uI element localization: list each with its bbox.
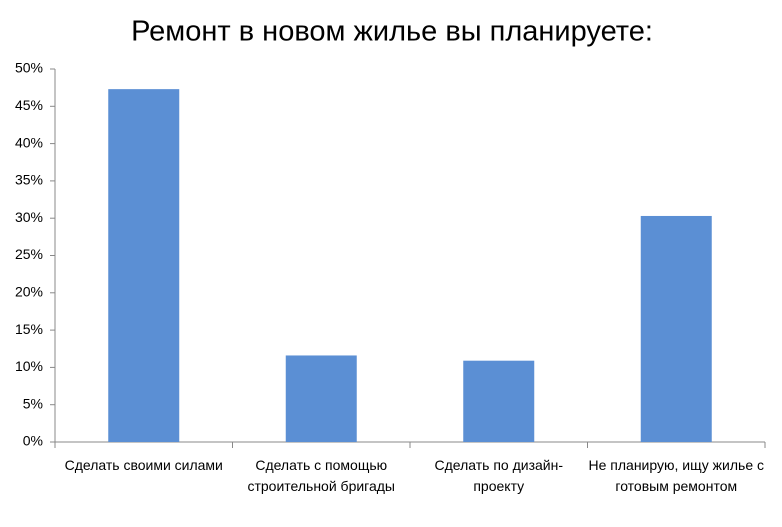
y-tick-label: 0%	[23, 433, 43, 449]
y-tick-label: 5%	[23, 395, 43, 411]
x-tick-label: Не планирую, ищу жилье с готовым ремонто…	[588, 457, 765, 494]
x-tick-label: Сделать своими силами	[64, 457, 223, 473]
y-tick-label: 50%	[15, 60, 43, 76]
y-tick-label: 45%	[15, 97, 43, 113]
bar	[640, 215, 712, 442]
y-tick-label: 40%	[15, 134, 43, 150]
y-tick-label: 10%	[15, 358, 43, 374]
y-tick-label: 20%	[15, 284, 43, 300]
y-tick-label: 25%	[15, 246, 43, 262]
y-tick-label: 30%	[15, 209, 43, 225]
bar	[463, 360, 535, 442]
y-tick-label: 35%	[15, 172, 43, 188]
bar	[108, 89, 180, 442]
y-tick-label: 15%	[15, 321, 43, 337]
bar	[285, 355, 357, 442]
chart-title: Ремонт в новом жилье вы планируете:	[131, 16, 653, 48]
x-tick-label: Сделать по дизайн-проекту	[434, 457, 563, 494]
x-tick-label: Сделать с помощью строительной бригады	[247, 457, 395, 494]
